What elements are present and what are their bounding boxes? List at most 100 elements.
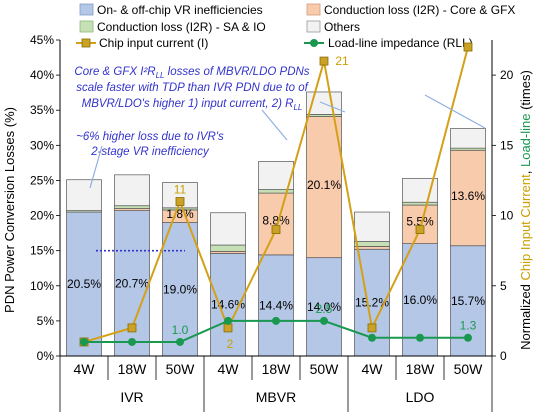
y-left-tick-label: 5% (37, 314, 55, 328)
bar-segment (114, 174, 150, 207)
gfx-bar-label: 1.8% (166, 207, 194, 221)
x-group-label: IVR (120, 389, 143, 405)
bar-label: 20.7% (115, 276, 149, 290)
current-value-label: 2 (227, 337, 234, 351)
y-left-tick-label: 35% (30, 103, 54, 117)
bar-label: 15.2% (355, 296, 389, 310)
bar-segment (210, 244, 246, 252)
bar-segment (450, 149, 486, 247)
y-left-tick-label: 0% (37, 349, 55, 363)
y-left-tick-label: 10% (30, 279, 54, 293)
legend-label-current: Chip input current (I) (99, 36, 208, 50)
bar-segment (66, 211, 102, 357)
x-category-label: 18W (406, 361, 436, 377)
y-left-title: PDN Power Conversion Losses (%) (2, 107, 17, 313)
rll-value-label: 1.0 (172, 323, 189, 337)
bar-segment (258, 161, 294, 190)
legend-label-rll: Load-line impedance (RLL) (328, 36, 473, 50)
y-right-title-suffix: (times) (518, 70, 533, 113)
y-right-tick-label: 5 (500, 279, 507, 293)
bar-segment (258, 192, 294, 256)
current-marker (127, 323, 137, 333)
rll-marker (224, 316, 232, 325)
bar-segment (402, 201, 438, 206)
rll-value-label: 1.3 (460, 319, 477, 333)
annotation-main-line2: scale faster with TDP than IVR PDN due t… (76, 82, 309, 94)
y-right-tick-label: 10 (500, 209, 514, 223)
gfx-bar-label: 13.6% (451, 189, 485, 203)
x-category-label: 50W (454, 361, 484, 377)
bar-segment (258, 254, 294, 357)
legend-swatch-others (306, 20, 321, 33)
annotation-ivr: ~6% higher loss due to IVR's 2-stage VR … (76, 131, 224, 158)
current-marker (415, 225, 425, 235)
plot-area: 0% 5% 10% 15% 20% 25% 30% 35% 40% 45% 0 5 10 15 20 20.5… (30, 33, 514, 412)
bar-segment (354, 211, 390, 242)
y-right-title-sep: , (518, 167, 533, 174)
legend-label-others: Others (324, 20, 360, 34)
legend-label-gfx: Conduction loss (I2R) - Core & GFX (324, 3, 515, 17)
rll-value-label: 2.5 (316, 302, 333, 316)
x-category-label: 4W (362, 361, 384, 377)
legend-swatch-gfx (306, 3, 321, 16)
current-marker (271, 225, 281, 235)
y-left-tick-label: 45% (30, 33, 54, 47)
rll-marker (416, 333, 424, 342)
annotation-ivr-line1: ~6% higher loss due to IVR's (76, 131, 224, 143)
bar-segment (306, 257, 342, 357)
y-right-title-prefix: Normalized (518, 280, 533, 349)
rll-marker (272, 316, 280, 325)
rll-marker (368, 333, 376, 342)
bar-label: 15.7% (451, 294, 485, 308)
bar-segment (162, 222, 198, 357)
legend-swatch-sa-io (79, 20, 94, 33)
annotation-main-line1b: losses of MBVR/LDO PDNs (164, 66, 309, 78)
legend-label-vr-ineff: On- & off-chip VR inefficiencies (97, 3, 263, 17)
svg-text:MBVR/LDO's higher 1) input cur: MBVR/LDO's higher 1) input current, 2) R… (82, 98, 303, 112)
bar-segment (354, 241, 390, 247)
annotation-main-line3: MBVR/LDO's higher 1) input current, 2) R (82, 98, 294, 110)
annotation-main-line3-sub: LL (293, 103, 302, 112)
annotation-arrow-gfx-c (424, 94, 486, 129)
annotation-main-line1a: Core & GFX I²R (74, 66, 155, 78)
bar-segment (114, 205, 150, 209)
x-category-label: 50W (310, 361, 340, 377)
annotation-arrows (89, 94, 486, 189)
x-category-label: 4W (74, 361, 96, 377)
legend: On- & off-chip VR inefficiencies Conduct… (76, 3, 515, 50)
current-value-label: 11 (174, 183, 187, 197)
rll-marker (320, 316, 328, 325)
y-left-tick-label: 40% (30, 68, 54, 82)
x-group-label: LDO (406, 389, 435, 405)
y-left-tick-label: 20% (30, 209, 54, 223)
gfx-bar-label: 8.8% (262, 213, 290, 227)
x-category-label: 18W (118, 361, 148, 377)
bar-segment (354, 246, 390, 250)
bar-label: 14.4% (259, 298, 293, 312)
annotation-arrow-ivr (89, 145, 103, 189)
y-left-tick-label: 30% (30, 138, 54, 152)
legend-marker-rll (310, 39, 318, 47)
bar-segment (210, 212, 246, 246)
annotation-main: Core & GFX I²R LL losses of MBVR/LDO PDNs… (74, 66, 309, 112)
y-right-tick-label: 20 (500, 68, 514, 82)
y-right-tick-label: 15 (500, 138, 514, 152)
annotation-arrow-gfx-b (319, 101, 346, 113)
y-right-title-loadline: Load-line (518, 114, 533, 168)
current-marker (367, 323, 377, 333)
gfx-bar-label: 20.1% (307, 178, 341, 192)
x-category-label: 4W (218, 361, 240, 377)
current-marker (319, 56, 329, 66)
gfx-bar-label: 5.5% (406, 215, 434, 229)
x-group-label: MBVR (256, 389, 296, 405)
legend-swatch-vr-ineff (79, 3, 94, 16)
current-marker (223, 323, 233, 333)
y-right-tick-label: 0 (500, 349, 507, 363)
bar-label: 14.0% (307, 300, 341, 314)
rll-marker (128, 337, 136, 346)
current-value-label: 21 (335, 54, 349, 68)
bar-segment (402, 204, 438, 244)
x-category-label: 50W (166, 361, 196, 377)
current-marker (175, 197, 185, 206)
